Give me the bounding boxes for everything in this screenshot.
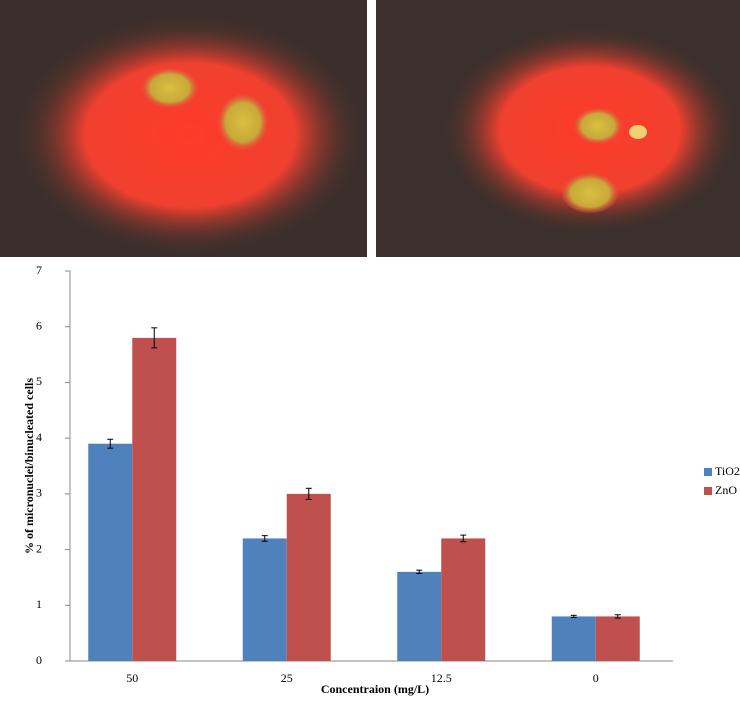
chart: Concentraion (mg/L) % of micronuclei/bin… <box>22 263 740 696</box>
x-axis-title: Concentraion (mg/L) <box>321 682 429 696</box>
y-tick-label: 3 <box>36 486 42 500</box>
x-tick-label: 25 <box>281 671 293 685</box>
bar <box>397 571 442 661</box>
y-axis-title: % of micronuclei/binucleated cells <box>22 378 36 554</box>
error-bar <box>151 327 158 349</box>
error-bar <box>416 569 423 575</box>
legend-swatch <box>704 487 712 495</box>
legend-label: ZnO <box>715 483 737 497</box>
bar <box>88 443 133 661</box>
error-bar <box>107 438 114 449</box>
bar <box>132 337 177 661</box>
error-bar <box>614 614 621 619</box>
micrograph-right <box>376 0 740 257</box>
y-tick-label: 1 <box>36 597 42 611</box>
error-bar <box>460 534 467 543</box>
bar <box>441 538 486 661</box>
legend-label: TiO2 <box>715 464 740 478</box>
bar <box>595 616 640 661</box>
y-tick-label: 7 <box>36 263 42 277</box>
bar <box>286 493 331 661</box>
legend-swatch <box>704 468 712 476</box>
y-tick-label: 5 <box>36 374 42 388</box>
micrograph-left <box>0 0 367 257</box>
error-bar <box>305 487 312 500</box>
y-tick-label: 6 <box>36 318 42 332</box>
x-tick-label: 50 <box>126 671 138 685</box>
x-tick-label: 12.5 <box>431 671 452 685</box>
y-tick-label: 0 <box>36 653 42 667</box>
x-tick-label: 0 <box>593 671 599 685</box>
y-tick-label: 2 <box>36 541 42 555</box>
bar <box>551 616 596 661</box>
error-bar <box>261 535 268 542</box>
y-tick-label: 4 <box>36 430 42 444</box>
error-bar <box>570 614 577 619</box>
bar <box>242 538 287 661</box>
